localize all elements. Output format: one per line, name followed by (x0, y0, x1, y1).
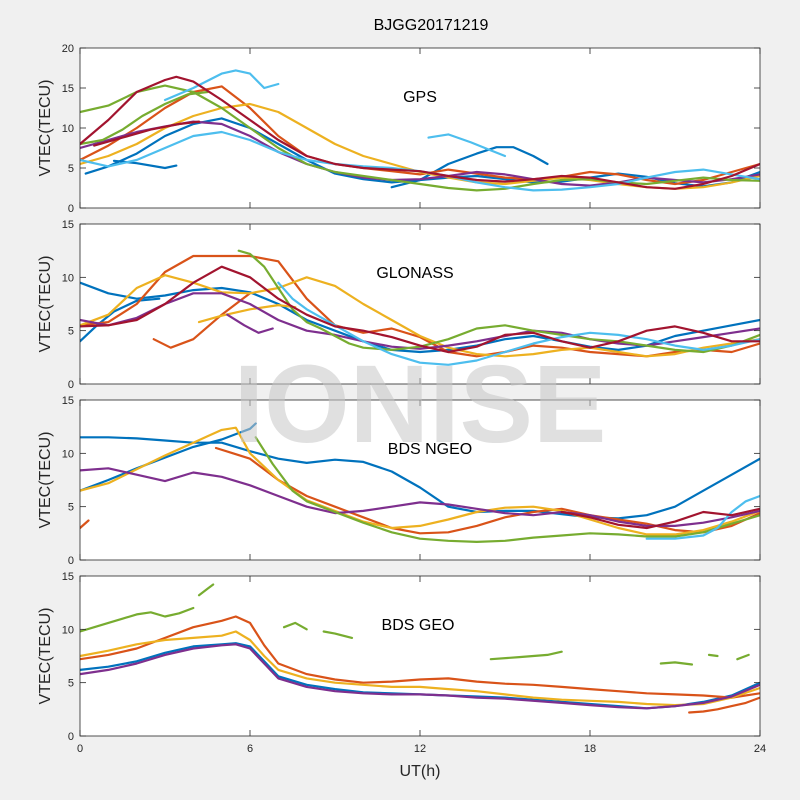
panel-bds-ngeo: 0 5 10 15 VTEC(TECU) BDS NGEO (37, 395, 761, 567)
y-tick-label: 0 (68, 555, 74, 567)
y-tick-label: 10 (62, 448, 74, 460)
panel-group: 0 5 10 15 20 VTEC(TECU) GPS 0 5 10 15 VTEC(TECU) GLO… (37, 43, 766, 755)
series-group (80, 249, 760, 366)
y-tick-label: 5 (68, 502, 74, 514)
figure-title: BJGG20171219 (374, 17, 489, 34)
series-line (80, 615, 760, 699)
series-line (80, 297, 161, 343)
plot-area (80, 576, 760, 736)
series-group (80, 422, 760, 544)
series-line (226, 313, 274, 334)
series-line (282, 621, 308, 631)
panel-glonass: 0 5 10 15 VTEC(TECU) GLONASS (37, 219, 761, 391)
series-line (645, 494, 760, 540)
series-line (80, 75, 760, 190)
series-line (80, 90, 209, 146)
series-group (80, 69, 760, 192)
series-line (80, 519, 90, 530)
y-tick-label: 15 (62, 219, 74, 231)
y-axis-label: VTEC(TECU) (37, 432, 54, 529)
y-tick-label: 15 (62, 571, 74, 583)
y-tick-label: 15 (62, 395, 74, 407)
y-tick-label: 15 (62, 83, 74, 95)
series-line (427, 133, 507, 158)
y-tick-label: 20 (62, 43, 74, 55)
series-line (93, 120, 201, 147)
y-tick-label: 5 (68, 678, 74, 690)
x-tick-label: 24 (754, 743, 766, 755)
series-group (80, 583, 760, 714)
plot-area (80, 48, 760, 208)
y-tick-label: 5 (68, 163, 74, 175)
x-axis-label: UT(h) (400, 763, 441, 780)
y-tick-label: 0 (68, 379, 74, 391)
y-axis-label: VTEC(TECU) (37, 80, 54, 177)
series-line (80, 84, 760, 192)
panel-gps: 0 5 10 15 20 VTEC(TECU) GPS (37, 43, 761, 215)
y-axis-label: VTEC(TECU) (37, 608, 54, 705)
series-line (197, 583, 215, 597)
panel-label: BDS NGEO (388, 441, 472, 458)
series-line (80, 426, 760, 536)
watermark: IONISE (234, 343, 607, 466)
y-tick-label: 0 (68, 203, 74, 215)
series-line (390, 146, 549, 189)
panel-label: GLONASS (376, 265, 453, 282)
panel-bds-geo: 0 6 12 18 24 0 5 10 15 VTEC(TECU) BDS GEO (37, 571, 766, 755)
y-tick-label: 10 (62, 624, 74, 636)
series-line (80, 643, 760, 710)
series-line (197, 304, 297, 324)
y-axis-label: VTEC(TECU) (37, 256, 54, 353)
series-line (80, 422, 257, 492)
y-tick-label: 10 (62, 272, 74, 284)
y-tick-label: 10 (62, 123, 74, 135)
x-tick-label: 18 (584, 743, 596, 755)
series-line (163, 69, 280, 102)
series-line (736, 653, 750, 661)
x-tick-label: 6 (247, 743, 253, 755)
series-line (80, 265, 760, 354)
panel-label: BDS GEO (382, 617, 455, 634)
series-line (688, 696, 760, 714)
series-line (80, 606, 195, 633)
series-line (707, 653, 719, 658)
y-tick-label: 0 (68, 731, 74, 743)
y-tick-label: 5 (68, 326, 74, 338)
series-line (560, 507, 760, 530)
series-line (152, 292, 252, 349)
x-tick-label: 12 (414, 743, 426, 755)
series-line (80, 467, 760, 528)
series-line (80, 630, 760, 707)
series-line (489, 650, 563, 661)
series-line (659, 661, 694, 666)
series-line (322, 630, 354, 640)
x-tick-label: 0 (77, 743, 83, 755)
series-line (254, 436, 760, 544)
panel-label: GPS (403, 89, 437, 106)
